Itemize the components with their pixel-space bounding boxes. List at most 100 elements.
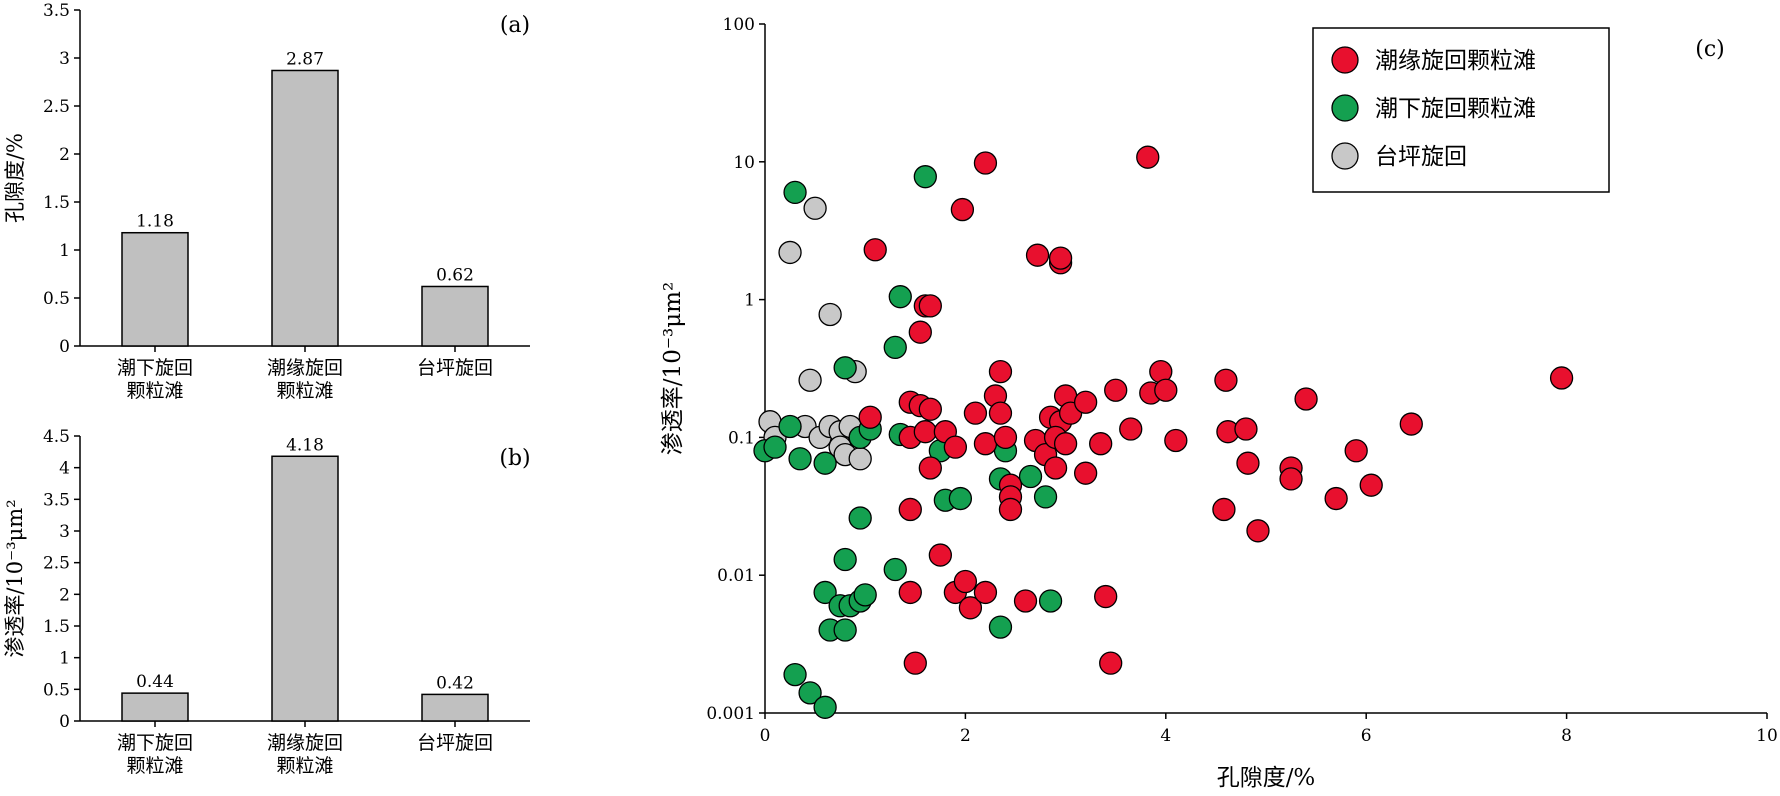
scatter-chart-porosity-permeability: 0 2 4 6 8 10 0.001 0.01 0.1 1 10 100 潮缘旋回颗粒滩潮下旋回颗粒滩台… xyxy=(660,15,1778,791)
x-category-label: 潮缘旋回 xyxy=(267,732,343,754)
scatter-point xyxy=(1038,589,1063,613)
scatter-point xyxy=(1025,243,1050,267)
scatter-point xyxy=(1324,486,1348,511)
scatter-point xyxy=(833,356,857,380)
scatter-point xyxy=(1279,467,1303,491)
scatter-point xyxy=(1344,439,1368,463)
legend-label: 潮下旋回颗粒滩 xyxy=(1375,96,1536,122)
bar-value-label: 1.18 xyxy=(136,212,174,232)
scatter-point xyxy=(1214,368,1238,392)
scatter-point xyxy=(803,196,827,220)
y-axis-label: 渗透率/10⁻³μm² xyxy=(3,499,27,657)
scatter-point xyxy=(988,360,1013,384)
bar-chart-permeability: 0 0.5 1 1.5 2 2.5 3 3.5 4 4.5 0.44 潮下旋回颗粒滩 4.18 潮缘旋回颗… xyxy=(3,427,531,777)
x-category-label: 颗粒滩 xyxy=(276,380,333,402)
scatter-point xyxy=(813,451,837,475)
y-tick-label: 2 xyxy=(59,585,70,605)
scatter-point xyxy=(988,615,1013,639)
scatter-point xyxy=(1294,387,1318,411)
bar-value-label: 0.62 xyxy=(436,265,474,285)
scatter-point xyxy=(1234,417,1258,441)
scatter-point xyxy=(1053,432,1078,456)
scatter-point xyxy=(1073,461,1098,485)
scatter-point xyxy=(908,320,932,344)
y-tick-label: 0 xyxy=(59,712,70,732)
scatter-point xyxy=(858,405,882,429)
x-category-label: 台坪旋回 xyxy=(417,357,493,379)
scatter-point xyxy=(1104,378,1128,402)
scatter-point xyxy=(863,238,887,262)
y-tick-label: 2.5 xyxy=(43,554,70,574)
scatter-point xyxy=(918,456,942,480)
legend-label: 台坪旋回 xyxy=(1375,144,1467,170)
scatter-point xyxy=(788,447,812,471)
scatter-point xyxy=(973,151,998,175)
scatter-point xyxy=(853,583,877,607)
scatter-point xyxy=(833,618,857,642)
scatter-point xyxy=(898,580,922,605)
scatter-point xyxy=(848,506,872,530)
panel-tag: (a) xyxy=(500,13,530,38)
scatter-point xyxy=(1359,473,1383,497)
scatter-point xyxy=(903,651,927,675)
scatter-point xyxy=(1212,497,1236,522)
bar-chart-porosity: 0 0.5 1 1.5 2 2.5 3 3.5 1.18 潮下旋回颗粒滩 2.87 潮缘旋回颗粒滩 0.… xyxy=(3,1,530,402)
scatter-point xyxy=(913,165,937,189)
y-tick-label: 3.5 xyxy=(43,490,70,510)
scatter-point xyxy=(778,240,802,265)
scatter-point xyxy=(813,580,837,605)
scatter-point xyxy=(798,681,822,705)
bar-value-label: 2.87 xyxy=(286,49,324,69)
y-tick-label: 0.001 xyxy=(706,704,755,724)
legend-box xyxy=(1312,27,1610,193)
scatter-point xyxy=(798,368,822,392)
scatter-point xyxy=(818,302,842,327)
scatter-point xyxy=(848,447,872,471)
bar xyxy=(121,692,189,722)
y-tick-label: 1 xyxy=(59,649,70,669)
panel-tag: (c) xyxy=(1695,37,1725,62)
scatter-point xyxy=(1164,428,1188,453)
scatter-point xyxy=(1399,412,1423,436)
y-tick-label: 1 xyxy=(59,241,70,261)
scatter-point xyxy=(993,425,1018,450)
scatter-point xyxy=(998,497,1023,522)
y-tick-label: 4.5 xyxy=(43,427,70,447)
scatter-point xyxy=(913,420,937,444)
bar xyxy=(421,693,489,722)
y-axis-label: 渗透率/10⁻³μm² xyxy=(660,282,686,455)
y-tick-label: 100 xyxy=(723,15,755,35)
x-tick-label: 10 xyxy=(1756,726,1778,746)
scatter-point xyxy=(898,497,922,522)
scatter-point xyxy=(763,435,787,459)
y-tick-label: 3 xyxy=(59,522,70,542)
scatter-point xyxy=(953,569,978,594)
y-tick-label: 1 xyxy=(744,291,755,311)
scatter-point xyxy=(1089,432,1113,456)
y-tick-label: 4 xyxy=(59,459,70,479)
bar xyxy=(271,455,339,722)
x-category-label: 潮缘旋回 xyxy=(267,357,343,379)
y-tick-label: 0.01 xyxy=(717,566,755,586)
y-tick-label: 0.1 xyxy=(728,428,755,448)
x-category-label: 颗粒滩 xyxy=(126,380,183,402)
y-tick-label: 1.5 xyxy=(43,193,70,213)
scatter-point xyxy=(1013,589,1038,613)
scatter-point xyxy=(883,335,907,360)
scatter-point xyxy=(778,414,802,439)
scatter-point xyxy=(1099,651,1123,675)
scatter-point xyxy=(1246,519,1270,543)
x-category-label: 潮下旋回 xyxy=(117,732,193,754)
y-tick-label: 10 xyxy=(733,153,755,173)
scatter-point xyxy=(958,596,983,620)
scatter-point xyxy=(918,294,942,318)
y-tick-label: 2.5 xyxy=(43,97,70,117)
scatter-point xyxy=(1018,464,1043,489)
y-axis-label: 孔隙度/% xyxy=(3,133,27,223)
bar-value-label: 0.42 xyxy=(436,673,474,693)
x-tick-label: 2 xyxy=(960,726,971,746)
scatter-point xyxy=(988,401,1013,425)
scatter-point xyxy=(833,547,857,572)
scatter-point xyxy=(1048,246,1073,270)
